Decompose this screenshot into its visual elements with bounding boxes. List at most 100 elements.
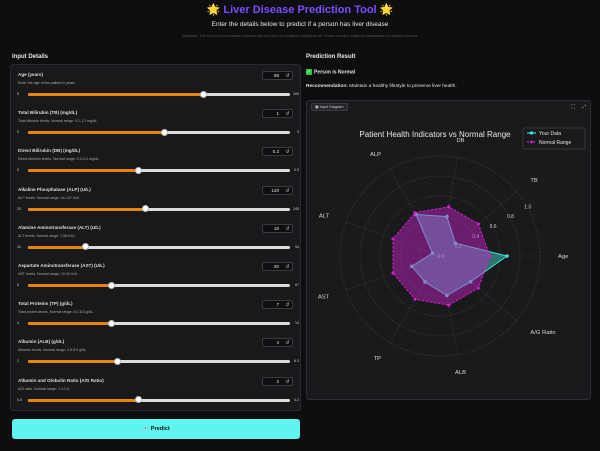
number-input[interactable] (262, 185, 293, 195)
field-label: Direct Bilirubin (DB) (mg/dL) (18, 148, 81, 154)
normal-range-point (446, 204, 451, 209)
number-input-value[interactable]: 4 (276, 340, 279, 346)
slider-thumb[interactable] (108, 281, 116, 289)
expand-icon[interactable]: ⛶ (571, 104, 575, 110)
slider-track[interactable] (28, 396, 290, 404)
slider-max: 0.5 (294, 168, 299, 173)
page-title-text: Liver Disease Prediction Tool (223, 4, 377, 16)
number-input[interactable] (262, 338, 293, 348)
reset-icon[interactable]: ↺ (285, 378, 290, 385)
field-description: A/G ratio. Normal range: 1.1-2.5. (18, 386, 71, 391)
normal-range-point (391, 236, 396, 241)
radar-tick-label: 0.8 (507, 214, 514, 220)
slider-thumb[interactable] (82, 243, 90, 251)
number-input[interactable] (262, 223, 293, 233)
slider-max: 67 (295, 283, 299, 287)
normal-range-point (391, 271, 396, 276)
sun-left-icon: 🌟 (206, 4, 221, 16)
slider-min: 5 (17, 92, 19, 96)
fullscreen-icon[interactable]: ⤢ (581, 104, 586, 110)
reset-icon[interactable]: ↺ (285, 149, 290, 156)
field-description: ALT levels. Normal range: 7-56 IU/L. (18, 233, 76, 238)
number-input-value[interactable]: 2 (276, 378, 279, 384)
slider-max: 5 (297, 130, 299, 135)
slider-track[interactable] (28, 90, 290, 98)
number-input[interactable] (262, 300, 293, 310)
field-description: Enter the age of the patient in years. (18, 81, 76, 85)
number-input-value[interactable]: 7 (276, 302, 279, 308)
slider-thumb[interactable] (142, 205, 150, 213)
slider-track[interactable] (28, 281, 290, 289)
slider-thumb[interactable] (160, 128, 168, 136)
slider-track[interactable] (28, 166, 290, 174)
normal-range-point (413, 297, 417, 302)
reset-icon[interactable]: ↺ (285, 225, 290, 232)
reset-icon[interactable]: ↺ (285, 111, 290, 118)
input-field: Alkaline Phosphatase (ALP) (U/L) ALP leve… (11, 185, 300, 225)
radar-tick-label: 1.0 (524, 204, 531, 210)
radar-axis-label: AST (318, 294, 330, 300)
slider-fill (28, 284, 112, 287)
slider-track[interactable] (28, 319, 290, 327)
reset-icon[interactable]: ↺ (285, 187, 290, 194)
field-label: Albumin and Globulin Ratio (A/G Ratio) (18, 377, 104, 383)
slider-thumb[interactable] (108, 319, 116, 327)
slider-thumb[interactable] (134, 396, 142, 404)
number-input-value[interactable]: 120 (271, 187, 279, 193)
radar-grid-ring (419, 235, 461, 277)
slider-min: 10 (17, 244, 21, 249)
number-input-value[interactable]: 0.2 (272, 149, 279, 155)
field-label: Total Bilirubin (TB) (mg/dL) (18, 110, 78, 116)
slider-thumb[interactable] (200, 90, 208, 98)
radar-tick-label: 0.0 (438, 254, 445, 260)
slider-track[interactable] (28, 243, 290, 251)
slider-max: 94 (295, 244, 299, 249)
radar-tick-label: 0.6 (490, 224, 497, 230)
reset-icon[interactable]: ↺ (285, 340, 290, 347)
slider-fill (28, 207, 146, 211)
slider-max: 6.3 (294, 359, 299, 364)
slider-track[interactable] (28, 357, 290, 365)
field-description: Albumin levels. Normal range: 3.5-5.0 g/… (18, 348, 88, 353)
input-diagram-tab-label: Input Diagram (319, 105, 344, 109)
number-input[interactable] (262, 262, 293, 271)
field-label: Age (years) (18, 72, 44, 77)
number-input[interactable] (262, 109, 293, 119)
field-label: Albumin (ALB) (g/dL) (18, 339, 65, 345)
radar-axis-label: ALB (455, 370, 466, 376)
field-label: Total Proteins (TP) (g/dL) (18, 301, 73, 307)
number-input[interactable] (262, 71, 293, 80)
slider-thumb[interactable] (134, 166, 142, 174)
input-diagram-panel: ▣ Input Diagram ⛶ ⤢ Patient Health Indic… (306, 100, 591, 400)
input-field: Aspartate Aminotransferase (AST) (U/L) AS… (11, 262, 300, 301)
predict-button[interactable]: 💉 Predict (12, 419, 300, 439)
reset-icon[interactable]: ↺ (285, 264, 290, 270)
number-input-value[interactable]: 1 (276, 111, 279, 117)
disclaimer: Disclaimer: This tool is for information… (181, 34, 419, 38)
reset-icon[interactable]: ↺ (285, 302, 290, 309)
slider-track[interactable] (28, 128, 290, 136)
your-data-point (453, 241, 458, 245)
normal-range-point (476, 221, 481, 226)
input-field: Age (years) Enter the age of the patient … (11, 71, 300, 110)
page-title: 🌟 Liver Disease Prediction Tool 🌟 (0, 3, 600, 16)
series-your-data (411, 213, 509, 296)
field-label: Aspartate Aminotransferase (AST) (U/L) (18, 263, 105, 268)
slider-thumb[interactable] (113, 357, 121, 365)
input-diagram-tab[interactable]: ▣ Input Diagram (311, 103, 348, 111)
number-input-value[interactable]: 69 (273, 73, 279, 78)
number-input-value[interactable]: 18 (273, 225, 279, 231)
result-section-heading: Prediction Result (306, 54, 356, 60)
number-input[interactable] (262, 376, 293, 386)
recommendation: Recommendation: Maintain a healthy lifes… (306, 84, 457, 89)
radar-grid-ring (359, 175, 521, 337)
number-input[interactable] (262, 147, 293, 157)
reset-icon[interactable]: ↺ (285, 73, 290, 79)
number-input-value[interactable]: 20 (273, 264, 279, 269)
input-field: Alamine Aminotransferase (ALT) (U/L) ALT … (11, 223, 300, 263)
slider-max: 4.2 (294, 397, 299, 402)
your-data-point (423, 280, 427, 284)
slider-track[interactable] (28, 205, 290, 213)
slider-max: 14 (295, 321, 299, 326)
your-data-point (430, 251, 435, 256)
